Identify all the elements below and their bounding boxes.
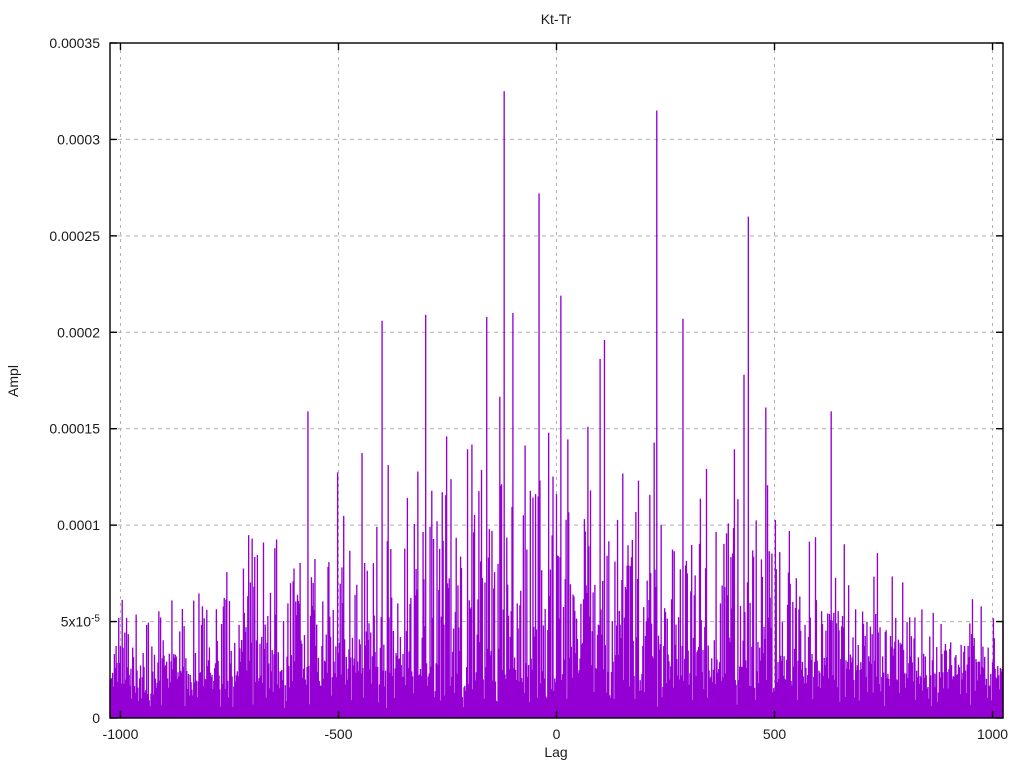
chart-title: Kt-Tr (541, 11, 572, 27)
x-tick-label: 0 (553, 726, 561, 742)
x-tick-label: -1000 (103, 726, 139, 742)
y-tick-label: 0.0003 (57, 131, 100, 147)
y-axis-title: Ampl (5, 365, 21, 397)
x-tick-label: 1000 (977, 726, 1008, 742)
y-tick-label: 0.00015 (49, 421, 100, 437)
y-tick-label: 0.00025 (49, 228, 100, 244)
tick-labels: 0 5x10-5 0.0001 0.00015 0.0002 0.00025 0.0003 0… (49, 35, 1008, 742)
x-tick-label: -500 (324, 726, 352, 742)
y-tick-label: 0.00035 (49, 35, 100, 51)
x-tick-label: 500 (763, 726, 787, 742)
x-axis-title: Lag (544, 744, 567, 760)
y-tick-label: 0.0001 (57, 517, 100, 533)
grid-lines (110, 43, 1003, 718)
impulse-series (109, 91, 1004, 718)
y-tick-label: 0 (92, 710, 100, 726)
tick-marks (110, 42, 1003, 719)
y-tick-label: 5x10-5 (61, 614, 101, 630)
y-tick-label: 0.0002 (57, 324, 100, 340)
